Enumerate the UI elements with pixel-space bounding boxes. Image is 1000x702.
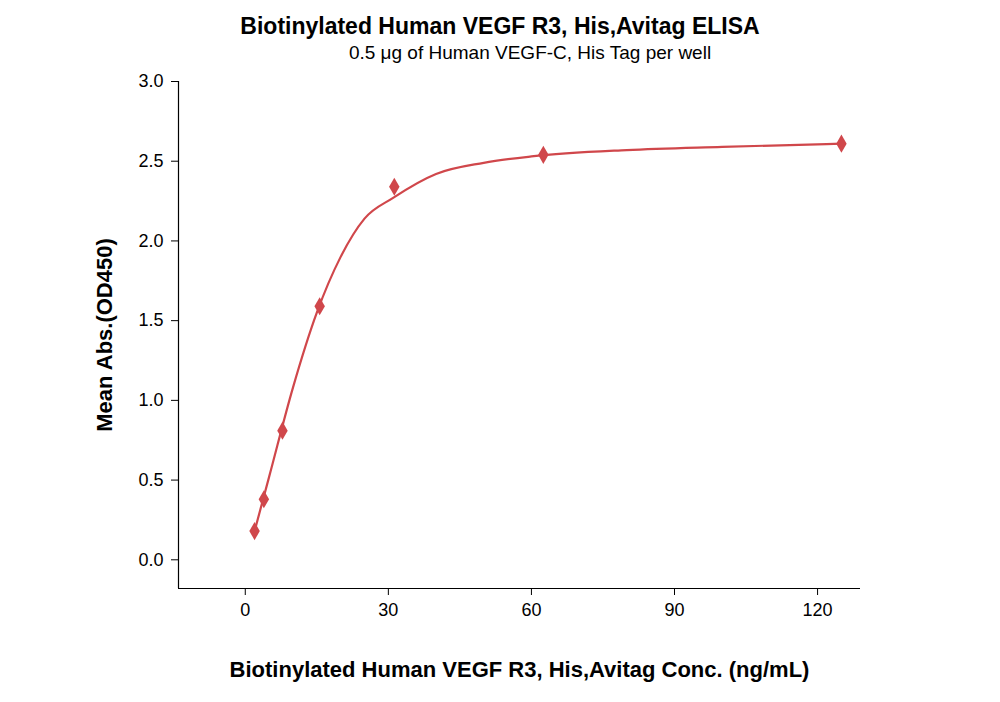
svg-text:2.0: 2.0 bbox=[138, 231, 163, 251]
svg-text:120: 120 bbox=[803, 600, 833, 620]
svg-text:60: 60 bbox=[521, 600, 541, 620]
svg-text:30: 30 bbox=[378, 600, 398, 620]
svg-text:0.0: 0.0 bbox=[138, 550, 163, 570]
svg-text:2.5: 2.5 bbox=[138, 151, 163, 171]
svg-text:90: 90 bbox=[664, 600, 684, 620]
svg-text:1.5: 1.5 bbox=[138, 310, 163, 330]
html-text:0.5 μg of Human VEGF-C, His Ta: 0.5 μg of Human VEGF-C, His Tag per well bbox=[348, 42, 712, 63]
svg-text:1.0: 1.0 bbox=[138, 390, 163, 410]
svg-text:0.5: 0.5 bbox=[138, 470, 163, 490]
svg-text:Biotinylated Human VEGF R3, Hi: Biotinylated Human VEGF R3, His,Avitag C… bbox=[230, 657, 810, 682]
svg-text:Mean Abs.(OD450): Mean Abs.(OD450) bbox=[92, 238, 117, 432]
html-text:Biotinylated Human VEGF R3, Hi: Biotinylated Human VEGF R3, His,Avitag E… bbox=[240, 13, 760, 39]
svg-text:3.0: 3.0 bbox=[138, 71, 163, 91]
svg-text:0: 0 bbox=[240, 600, 250, 620]
